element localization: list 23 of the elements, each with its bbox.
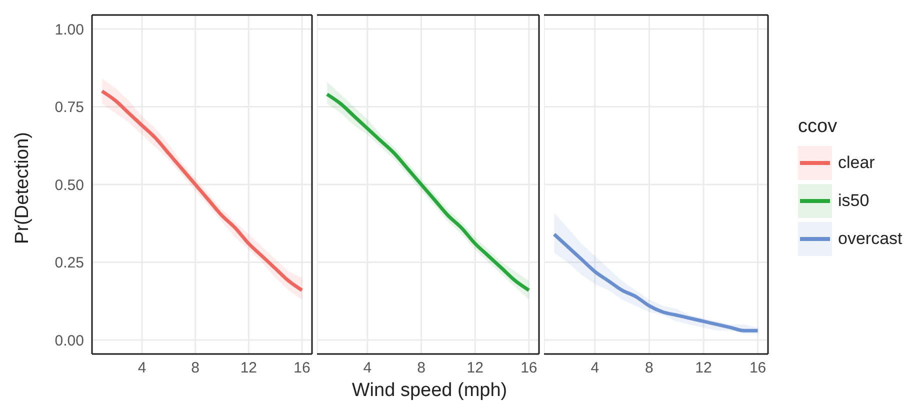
x-tick-label: 16 [749,360,766,377]
legend-label: overcast [838,229,902,249]
legend-label: clear [838,153,875,173]
x-tick-label: 16 [520,360,538,377]
x-tick-label: 16 [294,360,310,377]
x-tick-label: 12 [695,360,712,377]
x-axis-title: Wind speed (mph) [350,380,508,402]
y-tick-label: 0.75 [54,99,84,116]
x-tick-label: 8 [417,360,426,377]
x-tick-label: 12 [466,360,484,377]
y-tick-label: 0.50 [54,176,84,194]
x-tick-label: 4 [590,360,600,377]
legend-title: ccov [798,116,838,138]
y-tick-label: 1.00 [54,21,84,38]
x-tick-label: 4 [363,360,372,377]
x-tick-label: 4 [138,360,146,377]
y-tick-label: 0.25 [54,254,84,272]
y-tick-label: 0.00 [54,332,84,350]
legend-label: is50 [838,191,870,211]
y-axis-title: Pr(Detection) [12,132,34,244]
x-tick-label: 8 [645,360,654,377]
x-tick-label: 12 [240,360,258,377]
x-tick-label: 8 [191,360,200,377]
